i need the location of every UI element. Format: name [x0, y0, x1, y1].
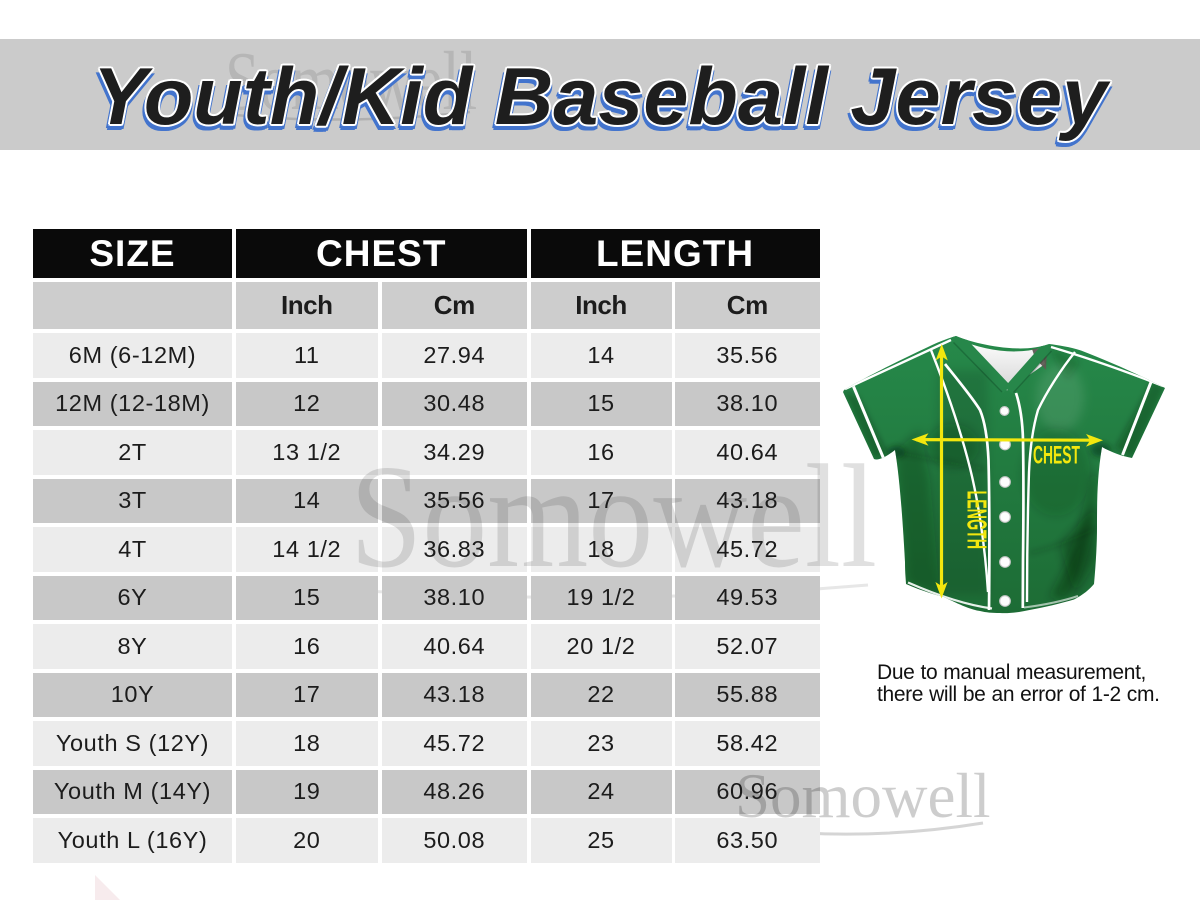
svg-text:CHEST: CHEST — [1033, 442, 1080, 470]
svg-text:LENGTH: LENGTH — [962, 491, 993, 550]
